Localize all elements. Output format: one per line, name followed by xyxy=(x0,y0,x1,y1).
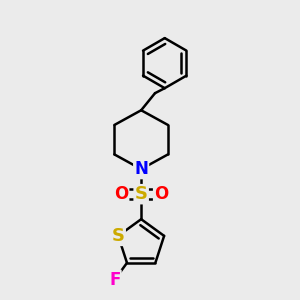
Text: O: O xyxy=(114,185,128,203)
Text: F: F xyxy=(109,271,121,289)
Text: S: S xyxy=(112,227,125,245)
Text: S: S xyxy=(135,185,148,203)
Text: O: O xyxy=(154,185,168,203)
Text: N: N xyxy=(134,160,148,178)
